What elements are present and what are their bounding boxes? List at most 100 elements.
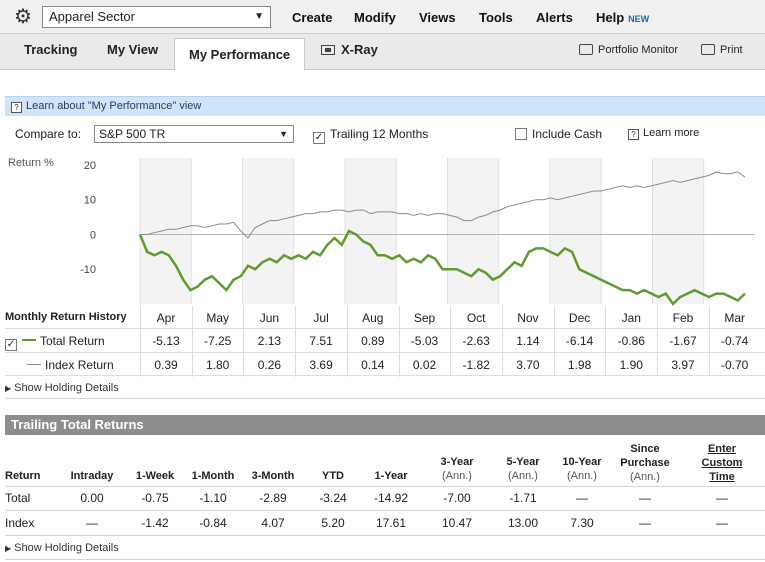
trailing-cell: -1.42 [141,516,169,530]
y-tick-label: 0 [90,229,96,241]
month-band [345,158,397,304]
learn-more-link[interactable]: ? Learn more [628,127,699,140]
menu-views[interactable]: Views [419,10,456,25]
trailing-column-header-label: YTD [322,470,344,482]
column-divider [657,353,658,377]
column-divider [191,329,193,353]
total-return-cell: 1.14 [516,334,540,348]
include-cash-checkbox[interactable] [515,128,527,140]
print-label: Print [720,44,743,56]
trailing-column-header-label: Since Purchase [620,443,670,469]
total-return-cell: 7.51 [309,334,333,348]
month-header: Aug [362,311,384,325]
column-divider [191,353,193,377]
index-return-cell: 0.39 [154,358,178,372]
new-badge: NEW [628,14,650,24]
trailing-column-header: Since Purchase (Ann.) [615,442,675,484]
month-band [447,158,499,304]
help-icon: ? [628,129,639,140]
total-return-legend-swatch [22,339,36,341]
month-header: Dec [568,311,591,325]
trailing-column-header-label: 1-Week [135,470,175,482]
learn-more-label: Learn more [643,127,700,139]
tab-my-view[interactable]: My View [107,42,159,57]
month-band [652,158,704,304]
column-divider [708,329,710,353]
trailing-cell: 13.00 [507,516,539,530]
compare-select[interactable]: S&P 500 TR ▼ [94,125,294,143]
column-divider [605,353,607,377]
trailing-12-months-option[interactable]: ✓ Trailing 12 Months [313,127,428,144]
trailing-cell: -14.92 [373,491,409,505]
learn-about-text: Learn about "My Performance" view [26,100,202,112]
menu-tools[interactable]: Tools [479,10,513,25]
annualized-note: (Ann.) [508,470,538,482]
include-cash-option[interactable]: Include Cash [515,127,602,141]
index-return-series-line [140,171,746,239]
tab-x-ray[interactable]: X-Ray [321,42,378,57]
menu-help[interactable]: Help NEW [596,10,649,25]
menu-create[interactable]: Create [292,10,333,25]
trailing-column-header-label: 3-Month [251,470,295,482]
trailing-returns-header: Trailing Total Returns [5,415,765,435]
enter-custom-time-link[interactable]: Enter Custom Time [692,442,752,484]
month-header: Jun [259,311,280,325]
total-return-cell: -7.25 [204,334,232,348]
trailing-column-header-label: Enter Custom Time [701,443,743,483]
trailing-cell: -2.89 [259,491,287,505]
total-return-cell: -0.86 [617,334,645,348]
trailing-column-header: Return [5,469,40,483]
column-divider [191,306,193,330]
total-return-checkbox[interactable]: ✓ [5,339,17,351]
trailing-cell: -1.71 [509,491,537,505]
column-divider [605,306,607,330]
month-band [550,158,602,304]
trailing-checkbox[interactable]: ✓ [313,132,325,144]
trailing-column-header-label: 1-Month [191,470,235,482]
annualized-note: (Ann.) [630,471,660,483]
triangle-right-icon: ▶ [5,384,12,393]
show-holding-details-link[interactable]: ▶ Show Holding Details [5,542,119,554]
index-return-label: Index Return [27,358,114,372]
index-return-cell: 1.90 [619,358,643,372]
trailing-cell: -0.75 [141,491,169,505]
tab-my-performance[interactable]: My Performance [174,38,306,71]
column-divider [295,353,297,377]
column-divider [398,353,400,377]
learn-about-bar[interactable]: ? Learn about "My Performance" view [5,96,765,116]
index-return-cell: 3.70 [516,358,540,372]
tab-tracking[interactable]: Tracking [24,42,78,57]
total-return-cell: -2.63 [462,334,490,348]
print-link[interactable]: Print [701,44,743,56]
compare-label: Compare to: [15,127,82,141]
trailing-column-header: 5-Year (Ann.) [493,455,553,483]
column-divider [605,329,607,353]
annualized-note: (Ann.) [442,470,472,482]
y-tick-label: 10 [84,195,96,207]
history-title: Monthly Return History [5,311,127,323]
column-divider [346,329,348,353]
month-header: May [206,311,230,325]
gear-icon[interactable]: ⚙ [14,6,32,28]
menu-alerts[interactable]: Alerts [536,10,573,25]
portfolio-monitor-link[interactable]: Portfolio Monitor [579,44,678,56]
column-divider [346,306,348,330]
column-divider [708,306,710,330]
trailing-cell: 4.07 [261,516,285,530]
trailing-cell: -1.10 [199,491,227,505]
index-return-cell: 1.98 [567,358,592,372]
column-divider [140,306,141,330]
portfolio-select-value: Apparel Sector [49,9,135,24]
menu-modify[interactable]: Modify [354,10,396,25]
total-return-label: ✓ Total Return [5,334,105,351]
column-divider [553,353,555,377]
total-return-series-line [138,229,746,306]
trailing-row-label: Index [5,516,35,530]
show-holding-details-link[interactable]: ▶ Show Holding Details [5,382,119,394]
column-divider [553,329,555,353]
index-return-cell: 0.02 [412,358,437,372]
column-divider [657,306,658,330]
portfolio-select[interactable]: Apparel Sector ▼ [42,6,271,28]
column-divider [243,329,245,353]
trailing-column-header: 3-Year (Ann.) [427,455,487,483]
